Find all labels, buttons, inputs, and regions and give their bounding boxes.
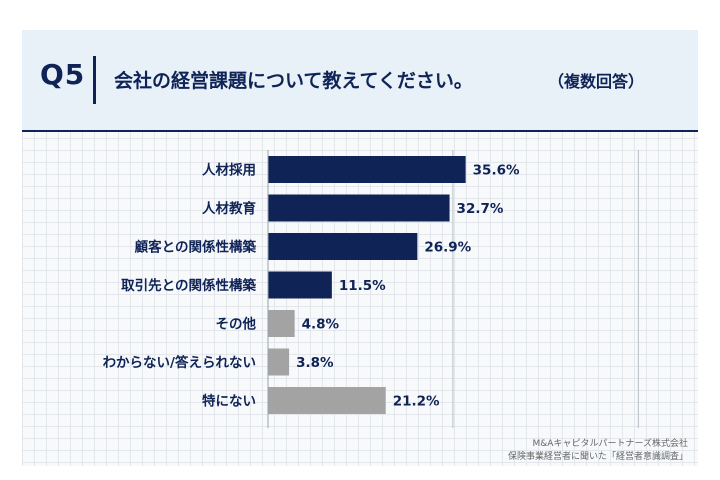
bar bbox=[268, 271, 332, 299]
source-company: M&Aキャピタルパートナーズ株式会社 bbox=[532, 439, 689, 449]
value-label: 21.2% bbox=[393, 394, 440, 410]
category-label: 人材教育 bbox=[202, 200, 256, 217]
value-label: 26.9% bbox=[424, 240, 471, 256]
bar bbox=[268, 194, 450, 222]
bar bbox=[268, 348, 290, 376]
category-label: 取引先との関係性構築 bbox=[121, 277, 256, 294]
question-title: 会社の経営課題について教えてください。 bbox=[114, 70, 473, 92]
question-note: （複数回答） bbox=[548, 72, 645, 91]
category-label: その他 bbox=[216, 316, 257, 333]
bar bbox=[268, 233, 418, 260]
category-label: 特にない bbox=[202, 393, 256, 410]
value-label: 35.6% bbox=[473, 163, 520, 179]
category-label: 顧客との関係性構築 bbox=[135, 239, 257, 256]
bar bbox=[268, 156, 466, 183]
header-divider bbox=[93, 56, 96, 104]
value-label: 3.8% bbox=[296, 355, 334, 371]
source-credit: M&Aキャピタルパートナーズ株式会社 保険事業経営者に聞いた「経営者意識調査」 bbox=[508, 438, 688, 464]
bar bbox=[268, 310, 295, 337]
category-label: わからない/答えられない bbox=[103, 354, 256, 371]
value-label: 32.7% bbox=[457, 201, 504, 217]
question-header bbox=[22, 30, 698, 132]
value-label: 11.5% bbox=[339, 278, 386, 294]
category-label: 人材採用 bbox=[202, 162, 256, 179]
bar bbox=[268, 387, 386, 414]
source-survey: 保険事業経営者に聞いた「経営者意識調査」 bbox=[507, 452, 688, 462]
question-number: Q5 bbox=[40, 58, 86, 91]
value-label: 4.8% bbox=[302, 317, 340, 333]
